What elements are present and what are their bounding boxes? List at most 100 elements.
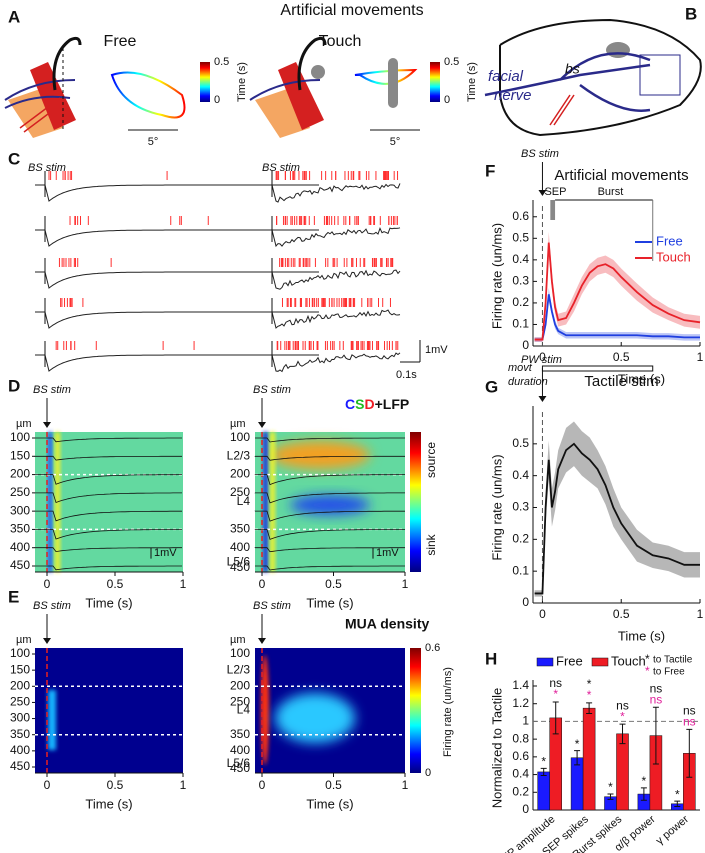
x-label: Time (s) bbox=[85, 595, 132, 610]
significance: * bbox=[541, 755, 546, 769]
y-tick-label: 450 bbox=[10, 558, 30, 572]
label: Firing rate (un/ms) bbox=[442, 667, 454, 757]
y-tick-label: 0.3 bbox=[512, 500, 529, 514]
arrow-head bbox=[258, 638, 266, 644]
layer-label: L2/3 bbox=[227, 448, 251, 462]
error-bar bbox=[640, 787, 647, 801]
lfp-trace bbox=[35, 229, 319, 247]
x-tick-label: 0 bbox=[259, 778, 266, 792]
y-tick-label: 400 bbox=[10, 743, 30, 757]
label: µm bbox=[230, 634, 246, 646]
csd-letter: D bbox=[364, 396, 374, 412]
label: 0.5 bbox=[444, 56, 459, 68]
significance: * bbox=[575, 737, 580, 751]
y-tick-label: 0.2 bbox=[512, 295, 529, 309]
x-label: Time (s) bbox=[306, 796, 353, 811]
error-band bbox=[534, 287, 700, 342]
y-tick-label: 450 bbox=[230, 761, 250, 775]
significance: ns bbox=[616, 698, 629, 712]
lfp-trace bbox=[254, 492, 405, 504]
error-bar bbox=[619, 723, 626, 745]
x-tick-label: 0.5 bbox=[107, 778, 124, 792]
arrow-head bbox=[43, 422, 51, 428]
layer-label: L5/6 bbox=[227, 555, 251, 569]
legend-mark: * bbox=[645, 652, 650, 666]
label: facial bbox=[488, 68, 524, 85]
y-tick-label: 0.8 bbox=[512, 731, 529, 745]
y-tick-label: 300 bbox=[10, 711, 30, 725]
lfp-trace bbox=[255, 565, 405, 571]
label: BS stim bbox=[28, 162, 66, 174]
label: BS stim bbox=[253, 384, 291, 396]
y-tick-label: 0.2 bbox=[512, 532, 529, 546]
label: nerve bbox=[494, 87, 532, 104]
layer-label: L2/3 bbox=[227, 662, 251, 676]
y-tick-label: 0.5 bbox=[512, 230, 529, 244]
bar bbox=[582, 707, 596, 811]
label: BS stim bbox=[253, 600, 291, 612]
y-tick-label: 450 bbox=[10, 759, 30, 773]
whisker-drawing bbox=[4, 36, 440, 138]
legend-swatch bbox=[536, 657, 554, 667]
arrow-head bbox=[538, 396, 547, 402]
label: 5° bbox=[148, 136, 159, 148]
y-tick-label: 150 bbox=[10, 662, 30, 676]
y-tick-label: 350 bbox=[230, 522, 250, 536]
error-bar bbox=[674, 800, 681, 807]
significance: ns bbox=[650, 681, 663, 695]
lfp-trace bbox=[255, 437, 405, 443]
label: 5° bbox=[390, 136, 401, 148]
y-tick-label: 200 bbox=[10, 467, 30, 481]
y-tick-label: 0.5 bbox=[512, 436, 529, 450]
label: 0 bbox=[214, 94, 220, 106]
label: BS stim bbox=[33, 384, 71, 396]
lfp-trace bbox=[262, 269, 401, 290]
y-tick-label: 0.1 bbox=[512, 563, 529, 577]
label: Touch bbox=[319, 33, 362, 50]
label: 1mV bbox=[425, 344, 448, 356]
x-label: Time (s) bbox=[306, 595, 353, 610]
error-bar bbox=[686, 728, 693, 778]
y-tick-label: 1.2 bbox=[512, 696, 529, 710]
significance: * bbox=[675, 787, 680, 801]
lfp-trace bbox=[34, 474, 182, 485]
csd-title: CSD+LFP bbox=[345, 396, 409, 412]
y-tick-label: 250 bbox=[10, 485, 30, 499]
x-tick-label: 0.5 bbox=[613, 607, 630, 621]
bar bbox=[537, 771, 550, 811]
x-tick-label: 1 bbox=[697, 350, 704, 364]
lfp-trace bbox=[254, 529, 405, 540]
lfp-trace bbox=[262, 226, 401, 248]
error-bar bbox=[652, 706, 659, 765]
y-tick-label: 0.6 bbox=[512, 749, 529, 763]
error-bar bbox=[574, 750, 581, 766]
label: SEP bbox=[544, 186, 566, 198]
label: Free bbox=[104, 33, 137, 50]
panel-letter: C bbox=[8, 149, 20, 168]
y-tick-label: 350 bbox=[230, 727, 250, 741]
layer-label: L5/6 bbox=[227, 756, 251, 770]
significance: * bbox=[587, 677, 592, 691]
lfp-trace bbox=[262, 352, 401, 373]
chart-title: Artificial movements bbox=[554, 167, 688, 184]
significance: ns bbox=[549, 676, 562, 690]
error-bar bbox=[540, 767, 547, 776]
lfp-trace bbox=[34, 547, 182, 553]
panel-letter: E bbox=[8, 587, 19, 606]
panel-letter: A bbox=[8, 7, 20, 26]
significance: * bbox=[620, 709, 625, 723]
x-tick-label: 1 bbox=[180, 577, 187, 591]
series-line bbox=[534, 294, 700, 341]
x-tick-label: 0.5 bbox=[325, 577, 342, 591]
label: bs bbox=[565, 61, 580, 77]
bar bbox=[616, 733, 629, 811]
label: Time (s) bbox=[236, 62, 248, 102]
label: Burst bbox=[598, 186, 624, 198]
x-tick-label: 0.5 bbox=[107, 577, 124, 591]
sep-window bbox=[550, 200, 556, 220]
lfp-trace bbox=[35, 271, 319, 289]
legend-label: to Tactile bbox=[653, 655, 693, 666]
error-bar bbox=[552, 701, 559, 735]
significance: ns bbox=[683, 704, 696, 718]
layer-label: L4 bbox=[237, 703, 251, 717]
